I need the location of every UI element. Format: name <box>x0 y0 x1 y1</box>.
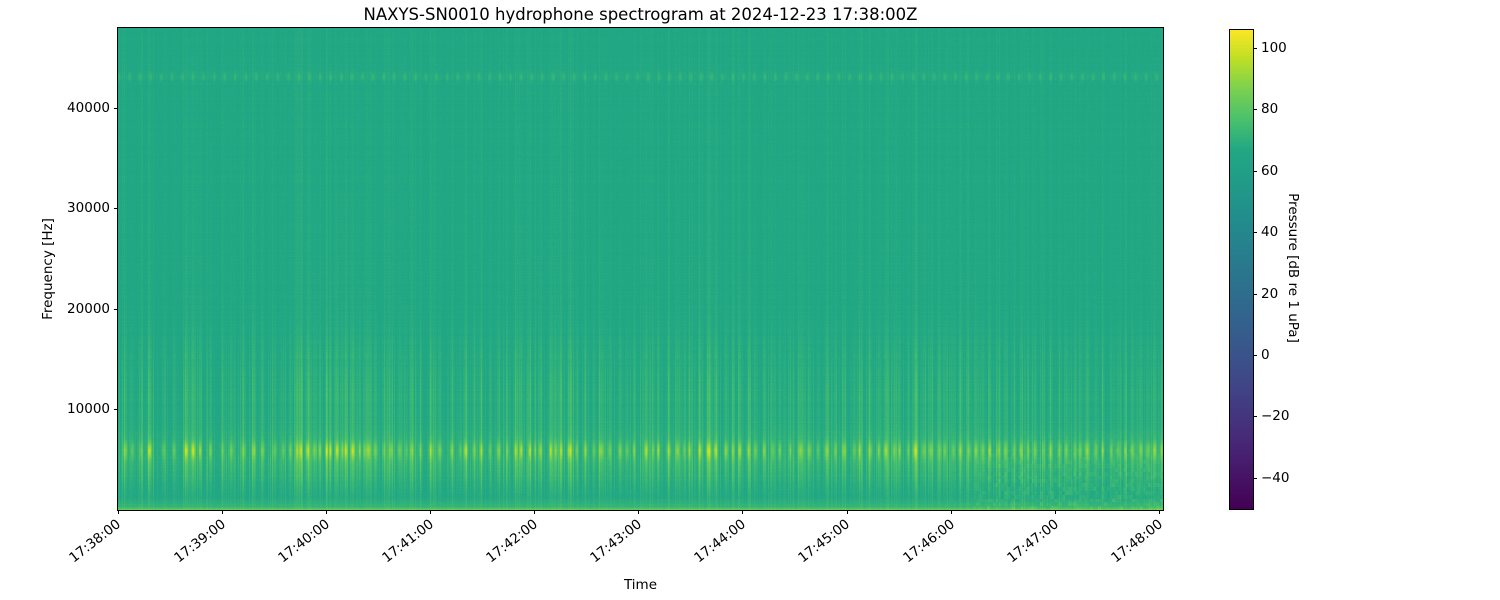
colorbar-tick-mark <box>1253 477 1257 479</box>
colorbar-tick-mark <box>1253 170 1257 172</box>
y-tick-label: 20000 <box>67 300 110 317</box>
colorbar-label: Pressure [dB re 1 uPa] <box>1285 193 1301 343</box>
x-tick-label: 17:38:00 <box>66 516 125 567</box>
x-tick-label: 17:39:00 <box>170 516 229 567</box>
colorbar-tick-label: 40 <box>1261 224 1279 241</box>
x-tick-label: 17:46:00 <box>899 516 958 567</box>
colorbar-tick-label: 60 <box>1261 162 1279 179</box>
x-tick-mark <box>429 510 431 514</box>
y-axis-label: Frequency [Hz] <box>40 218 56 320</box>
y-tick-label: 30000 <box>67 200 110 217</box>
x-tick-label: 17:43:00 <box>587 516 646 567</box>
x-tick-mark <box>1054 510 1056 514</box>
colorbar-tick-mark <box>1253 416 1257 418</box>
x-axis-label: Time <box>623 577 658 593</box>
x-tick-mark <box>742 510 744 514</box>
x-tick-label: 17:48:00 <box>1108 516 1166 567</box>
colorbar-tick-label: 20 <box>1261 285 1279 302</box>
y-tick-label: 40000 <box>67 99 110 116</box>
colorbar-tick-mark <box>1253 293 1257 295</box>
chart-title: NAXYS-SN0010 hydrophone spectrogram at 2… <box>363 5 918 24</box>
colorbar-tick-mark <box>1253 354 1257 356</box>
colorbar-tick-label: −40 <box>1261 469 1290 486</box>
x-tick-mark <box>221 510 223 514</box>
x-tick-mark <box>325 510 327 514</box>
x-tick-label: 17:44:00 <box>691 516 750 567</box>
x-tick-mark <box>1159 510 1161 514</box>
x-tick-mark <box>950 510 952 514</box>
x-tick-mark <box>638 510 640 514</box>
x-tick-label: 17:41:00 <box>379 516 437 567</box>
y-tick-mark <box>114 308 118 310</box>
colorbar-tick-label: 0 <box>1261 346 1270 363</box>
x-tick-label: 17:45:00 <box>795 516 854 567</box>
x-tick-label: 17:42:00 <box>483 516 541 567</box>
y-tick-mark <box>114 107 118 109</box>
colorbar-tick-label: 100 <box>1261 39 1287 56</box>
colorbar-tick-mark <box>1253 232 1257 234</box>
spectrogram-canvas <box>118 28 1163 510</box>
colorbar-tick-mark <box>1253 109 1257 111</box>
x-tick-mark <box>117 510 119 514</box>
colorbar-tick-label: −20 <box>1261 408 1290 425</box>
x-tick-mark <box>534 510 536 514</box>
x-tick-label: 17:47:00 <box>1003 516 1062 567</box>
x-tick-label: 17:40:00 <box>274 516 333 567</box>
colorbar-tick-label: 80 <box>1261 101 1279 118</box>
colorbar-tick-mark <box>1253 47 1257 49</box>
y-tick-mark <box>114 409 118 411</box>
y-tick-label: 10000 <box>67 401 110 418</box>
y-tick-mark <box>114 208 118 210</box>
x-tick-mark <box>846 510 848 514</box>
colorbar-canvas <box>1230 30 1253 509</box>
